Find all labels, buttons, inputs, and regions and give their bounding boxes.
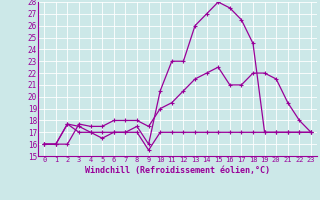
- X-axis label: Windchill (Refroidissement éolien,°C): Windchill (Refroidissement éolien,°C): [85, 166, 270, 175]
